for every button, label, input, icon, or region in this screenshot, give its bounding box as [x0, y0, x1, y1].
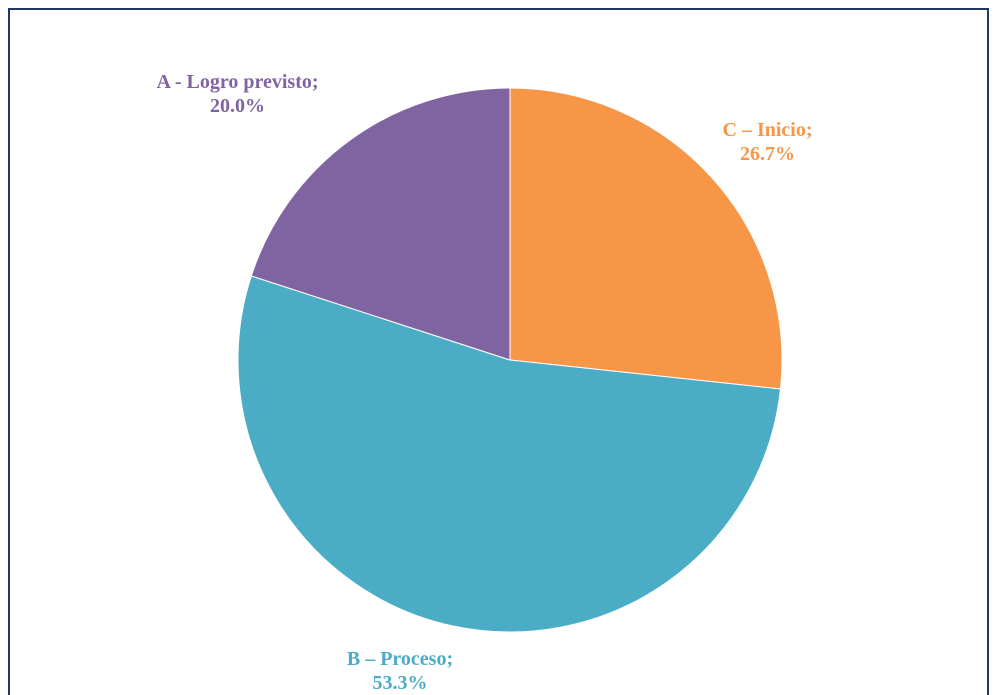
pie-slice — [237, 275, 782, 633]
pie-slice — [509, 87, 783, 390]
data-label: A - Logro previsto; 20.0% — [156, 71, 319, 117]
chart-frame — [8, 8, 989, 695]
data-label: C – Inicio; 26.7% — [722, 119, 813, 165]
pie-slice — [250, 87, 511, 361]
data-label: B – Proceso; 53.3% — [346, 648, 454, 694]
